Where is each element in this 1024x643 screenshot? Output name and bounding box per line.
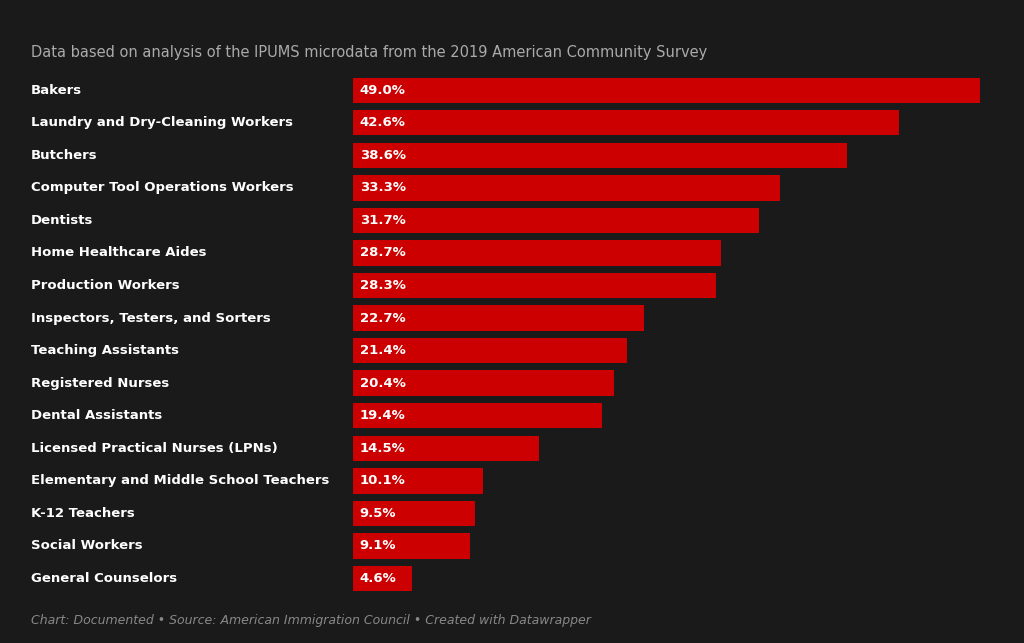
Text: 31.7%: 31.7% [359,214,406,227]
Bar [353,338,627,363]
Bar [353,403,601,428]
Text: Production Workers: Production Workers [31,279,179,292]
Text: 10.1%: 10.1% [359,475,406,487]
Text: Computer Tool Operations Workers: Computer Tool Operations Workers [31,181,293,194]
Text: Licensed Practical Nurses (LPNs): Licensed Practical Nurses (LPNs) [31,442,278,455]
Text: 4.6%: 4.6% [359,572,396,585]
Text: Bakers: Bakers [31,84,82,96]
Text: 22.7%: 22.7% [359,312,406,325]
Text: 49.0%: 49.0% [359,84,406,96]
Bar [353,208,759,233]
Text: 21.4%: 21.4% [359,344,406,357]
Text: Data based on analysis of the IPUMS microdata from the 2019 American Community S: Data based on analysis of the IPUMS micr… [31,45,707,60]
Bar [353,78,981,103]
Text: 9.5%: 9.5% [359,507,396,520]
Text: Social Workers: Social Workers [31,539,142,552]
Text: 19.4%: 19.4% [359,409,406,422]
Text: Teaching Assistants: Teaching Assistants [31,344,179,357]
Bar [353,273,716,298]
Bar [353,143,848,168]
Bar [353,240,721,266]
Bar [353,305,644,331]
Text: Elementary and Middle School Teachers: Elementary and Middle School Teachers [31,475,329,487]
Text: Chart: Documented • Source: American Immigration Council • Created with Datawrap: Chart: Documented • Source: American Imm… [31,614,591,627]
Text: Laundry and Dry-Cleaning Workers: Laundry and Dry-Cleaning Workers [31,116,293,129]
Bar [353,175,779,201]
Text: Butchers: Butchers [31,149,97,162]
Text: Dental Assistants: Dental Assistants [31,409,162,422]
Text: Dentists: Dentists [31,214,93,227]
Bar [353,501,475,526]
Text: 28.7%: 28.7% [359,246,406,260]
Text: Inspectors, Testers, and Sorters: Inspectors, Testers, and Sorters [31,312,270,325]
Text: General Counselors: General Counselors [31,572,177,585]
Text: 33.3%: 33.3% [359,181,406,194]
Text: 14.5%: 14.5% [359,442,406,455]
Text: Home Healthcare Aides: Home Healthcare Aides [31,246,206,260]
Text: 28.3%: 28.3% [359,279,406,292]
Text: 20.4%: 20.4% [359,377,406,390]
Bar [353,435,539,461]
Text: 42.6%: 42.6% [359,116,406,129]
Text: Registered Nurses: Registered Nurses [31,377,169,390]
Text: 9.1%: 9.1% [359,539,396,552]
Bar [353,110,899,136]
Text: 38.6%: 38.6% [359,149,406,162]
Text: K-12 Teachers: K-12 Teachers [31,507,134,520]
Bar [353,533,470,559]
Bar [353,370,614,396]
Bar [353,468,482,494]
Bar [353,566,412,591]
